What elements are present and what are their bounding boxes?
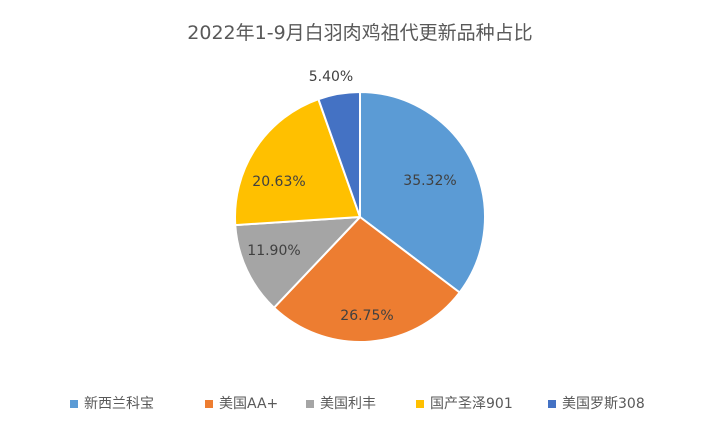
data-label-5: 5.40% (309, 69, 353, 85)
pie-slice-1 (359, 91, 486, 294)
legend-label-3: 美国利丰 (320, 396, 376, 412)
data-label-1: 35.32% (403, 173, 456, 189)
legend-label-4: 国产圣泽901 (430, 396, 513, 412)
legend: 新西兰科宝 美国AA+ 美国利丰 国产圣泽901 美国罗斯308 (70, 396, 645, 412)
legend-swatch-2 (205, 400, 213, 408)
pie-slice-2 (273, 216, 461, 343)
legend-label-2: 美国AA+ (219, 396, 278, 412)
pie-slice-5 (317, 91, 361, 218)
data-label-3: 11.90% (247, 243, 300, 259)
chart-title: 2022年1-9月白羽肉鸡祖代更新品种占比 (187, 22, 532, 44)
data-label-4: 20.63% (252, 174, 305, 190)
data-labels: 35.32% 26.75% 11.90% 20.63% 5.40% (247, 69, 456, 324)
legend-swatch-3 (306, 400, 314, 408)
data-label-2: 26.75% (340, 308, 393, 324)
legend-swatch-1 (70, 400, 78, 408)
legend-label-1: 新西兰科宝 (84, 396, 154, 412)
pie-slices (234, 91, 486, 343)
legend-swatch-5 (548, 400, 556, 408)
legend-label-5: 美国罗斯308 (562, 396, 645, 412)
pie-slice-3 (234, 216, 361, 309)
legend-swatch-4 (416, 400, 424, 408)
